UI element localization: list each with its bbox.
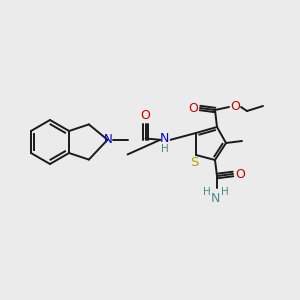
- Text: O: O: [230, 100, 240, 112]
- Text: O: O: [235, 167, 245, 181]
- Text: O: O: [141, 109, 151, 122]
- Text: H: H: [203, 187, 211, 197]
- Text: O: O: [188, 101, 198, 115]
- Text: H: H: [161, 144, 168, 154]
- Text: N: N: [104, 133, 113, 146]
- Text: S: S: [190, 155, 198, 169]
- Text: N: N: [160, 132, 169, 145]
- Text: H: H: [221, 187, 229, 197]
- Text: N: N: [210, 191, 220, 205]
